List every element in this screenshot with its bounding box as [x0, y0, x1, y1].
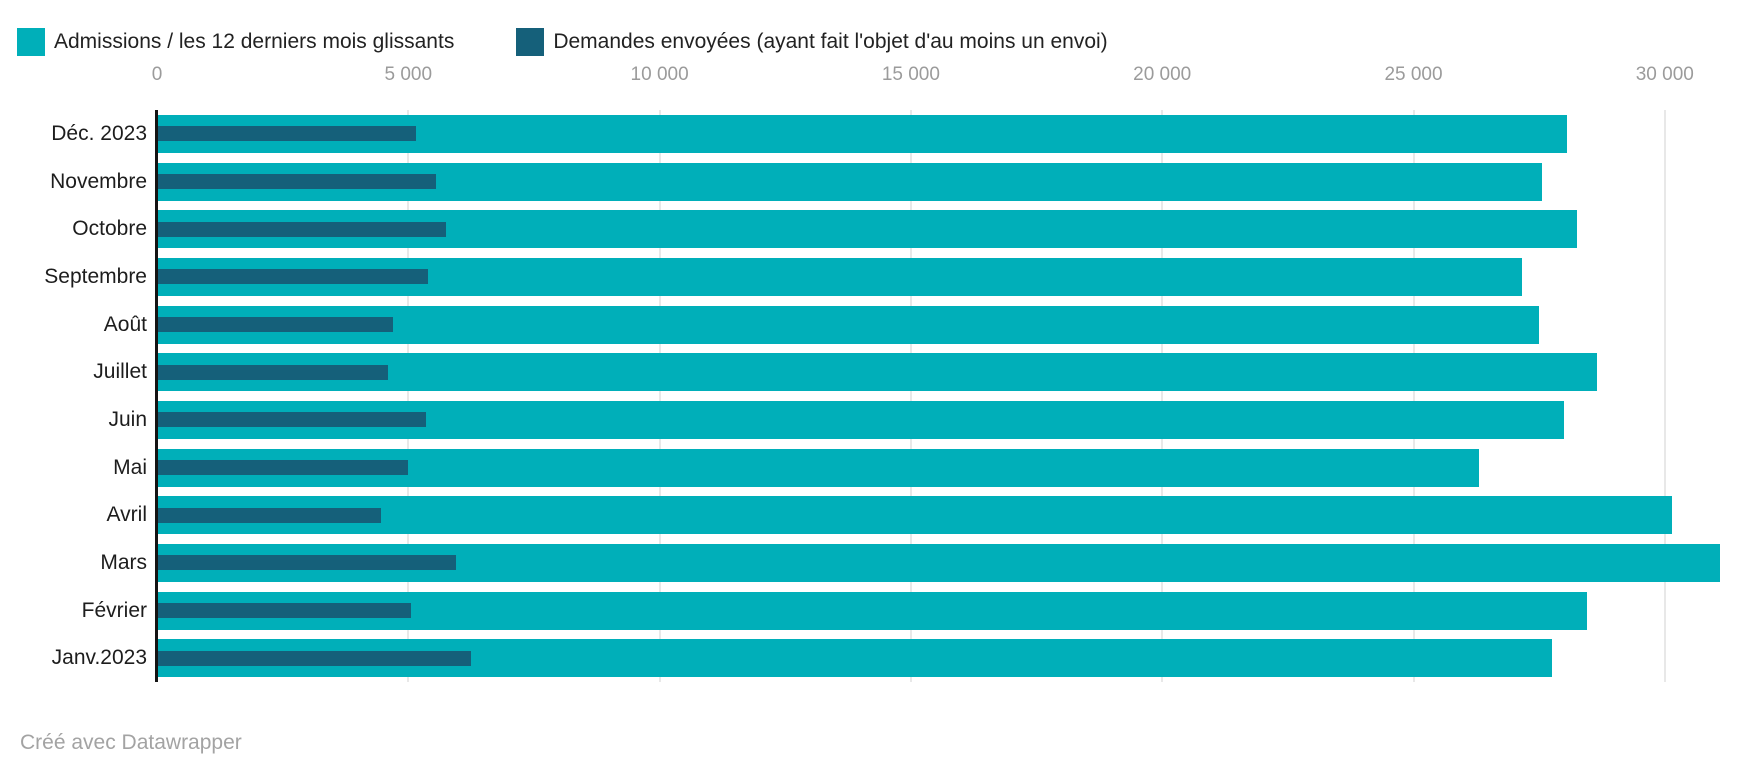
row-label: Novembre [50, 169, 147, 193]
legend-item-demandes: Demandes envoyées (ayant fait l'objet d'… [516, 28, 1108, 56]
demandes-bar [158, 364, 389, 380]
admissions-bar [158, 496, 1673, 535]
x-gridline [909, 110, 912, 682]
row-label: Octobre [72, 217, 147, 241]
x-tick-label: 30 000 [1635, 64, 1694, 85]
row-label: Février [81, 598, 147, 622]
demandes-bar [158, 603, 411, 618]
row-label: Janv.2023 [51, 646, 147, 670]
legend-label-admissions: Admissions / les 12 derniers mois glissa… [54, 30, 455, 53]
legend-item-admissions: Admissions / les 12 derniers mois glissa… [17, 28, 454, 56]
demandes-bar [158, 460, 409, 475]
legend-label-demandes: Demandes envoyées (ayant fait l'objet d'… [553, 30, 1108, 53]
demandes-bar [158, 507, 381, 523]
row-label: Avril [106, 503, 147, 527]
x-tick-label: 5 000 [384, 64, 433, 85]
x-gridline [1412, 110, 1415, 682]
row-label: Juillet [93, 360, 147, 384]
y-axis-line [155, 110, 158, 682]
row-label: Déc. 2023 [51, 121, 147, 145]
legend: Admissions / les 12 derniers mois glissa… [17, 28, 1108, 56]
demandes-bar [158, 555, 457, 571]
x-gridline [407, 110, 410, 682]
demandes-bar [158, 174, 436, 189]
x-tick-label: 15 000 [881, 64, 940, 85]
row-label: Août [103, 312, 147, 336]
demandes-bar [158, 650, 472, 666]
row-label: Juin [108, 407, 147, 431]
x-gridline [1161, 110, 1164, 682]
demandes-bar [158, 269, 429, 285]
datawrapper-credit-link[interactable]: Créé avec Datawrapper [20, 731, 242, 754]
x-gridline [1663, 110, 1666, 682]
demandes-bar [158, 221, 446, 237]
demandes-bar [158, 412, 426, 428]
demandes-bar [158, 126, 416, 142]
x-gridline [658, 110, 661, 682]
x-tick-label: 0 [151, 64, 163, 85]
demandes-bar [158, 317, 394, 332]
x-tick-label: 10 000 [630, 64, 689, 85]
legend-swatch-demandes [516, 28, 545, 56]
row-label: Mai [113, 455, 147, 479]
row-label: Septembre [44, 264, 147, 288]
row-label: Mars [100, 550, 147, 574]
x-tick-label: 25 000 [1384, 64, 1443, 85]
legend-swatch-admissions [17, 28, 45, 56]
x-tick-label: 20 000 [1133, 64, 1192, 85]
admissions-bar [158, 353, 1597, 392]
